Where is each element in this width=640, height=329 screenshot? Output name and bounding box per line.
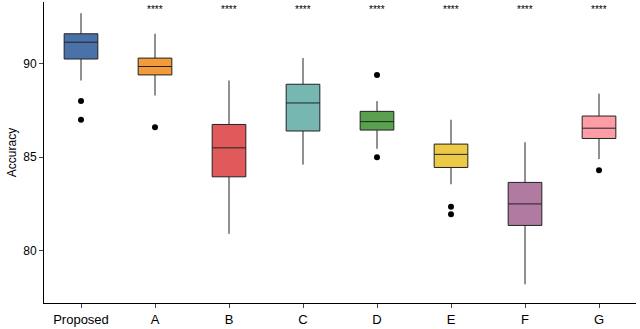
svg-text:90: 90 — [23, 57, 37, 71]
svg-text:G: G — [594, 312, 604, 327]
svg-text:85: 85 — [23, 150, 37, 164]
svg-text:80: 80 — [23, 244, 37, 258]
svg-text:****: **** — [295, 4, 311, 15]
svg-text:A: A — [151, 312, 160, 327]
svg-text:****: **** — [369, 4, 385, 15]
svg-text:Proposed: Proposed — [53, 312, 109, 327]
svg-text:****: **** — [221, 4, 237, 15]
svg-text:****: **** — [517, 4, 533, 15]
svg-text:B: B — [225, 312, 234, 327]
svg-text:****: **** — [443, 4, 459, 15]
svg-text:Accuracy: Accuracy — [5, 128, 19, 177]
svg-text:C: C — [298, 312, 307, 327]
svg-text:****: **** — [147, 4, 163, 15]
svg-text:****: **** — [591, 4, 607, 15]
svg-text:D: D — [372, 312, 381, 327]
svg-text:E: E — [447, 312, 456, 327]
svg-text:F: F — [521, 312, 529, 327]
